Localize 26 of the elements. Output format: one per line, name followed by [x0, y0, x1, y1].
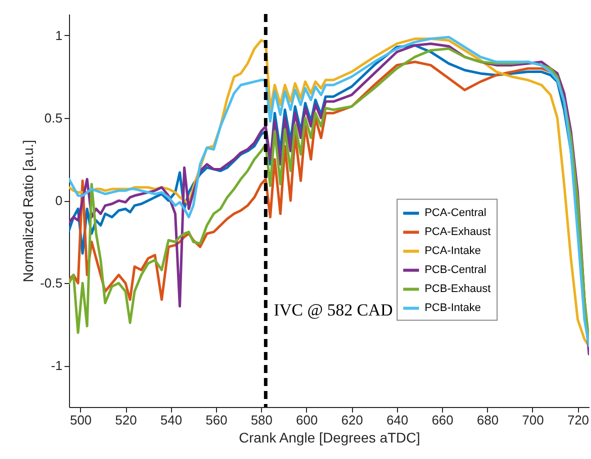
y-tick-label: 0.5 [44, 110, 62, 126]
x-tick-label: 500 [70, 412, 92, 428]
legend-label: PCB-Intake [424, 302, 481, 314]
x-tick-label: 560 [206, 412, 228, 428]
x-tick-label: 660 [432, 412, 454, 428]
x-tick-label: 600 [296, 412, 318, 428]
ref-line-label: IVC @ 582 CAD [274, 300, 393, 320]
x-tick-label: 620 [341, 412, 363, 428]
x-tick-label: 700 [522, 412, 544, 428]
x-tick-label: 520 [115, 412, 137, 428]
legend-label: PCA-Exhaust [424, 226, 491, 238]
y-axis-title: Normalized Ratio [a.u.] [20, 140, 36, 282]
x-tick-label: 580 [250, 412, 273, 428]
y-tick-label: -0.5 [40, 276, 62, 291]
legend-label: PCA-Central [424, 207, 486, 220]
x-tick-label: 680 [476, 412, 499, 428]
x-tick-label: 720 [567, 412, 590, 428]
y-tick-label: -1 [50, 358, 62, 374]
legend-label: PCB-Central [424, 264, 486, 276]
legend-label: PCA-Intake [424, 245, 481, 258]
y-tick-label: 0 [55, 193, 62, 208]
x-axis-title: Crank Angle [Degrees aTDC] [238, 430, 420, 446]
x-tick-label: 640 [386, 412, 408, 428]
x-tick-label: 540 [160, 412, 182, 428]
legend-label: PCB-Exhaust [424, 283, 491, 296]
y-tick-label: 1 [55, 28, 62, 43]
